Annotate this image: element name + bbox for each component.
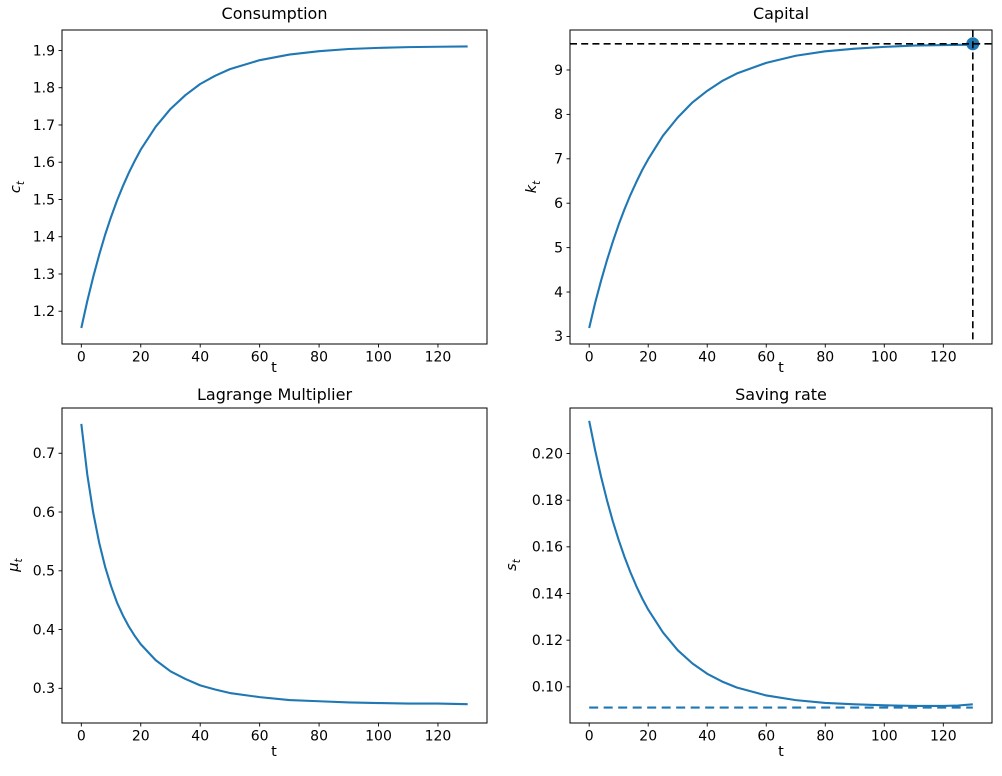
y-tick-label: 0.12: [532, 633, 563, 649]
y-tick-label: 1.5: [33, 192, 55, 208]
x-tick-label: 60: [251, 729, 269, 745]
subplot-consumption: Consumption ct 0 20 40 60 80 100 120 1.2 1.3 1.4 1…: [0, 0, 501, 388]
x-axis-label-consumption: t: [271, 360, 277, 376]
axes-spines: [569, 407, 993, 724]
x-axis-label-lagrange-multiplier: t: [271, 744, 277, 760]
x-tick-label: 80: [310, 350, 328, 366]
y-tick-label: 9: [554, 63, 563, 79]
axes-spines: [61, 29, 488, 345]
x-tick-label: 20: [639, 350, 657, 366]
plot-title-consumption: Consumption: [221, 4, 328, 23]
y-tick-label: 0.5: [33, 564, 55, 580]
x-tick-label: 120: [930, 350, 957, 366]
axes-spines: [569, 29, 993, 345]
x-tick-label: 0: [77, 350, 86, 366]
x-tick-label: 20: [132, 729, 150, 745]
y-tick-label: 0.6: [33, 505, 55, 521]
x-tick-label: 60: [251, 350, 269, 366]
plot-title-saving-rate: Saving rate: [735, 385, 827, 404]
y-tick-label: 0.20: [532, 446, 563, 462]
x-tick-label: 20: [639, 729, 657, 745]
x-tick-label: 20: [132, 350, 150, 366]
y-tick-label: 8: [554, 107, 563, 123]
plot-title-lagrange-multiplier: Lagrange Multiplier: [196, 385, 353, 404]
x-tick-label: 60: [757, 729, 775, 745]
y-tick-label: 0.10: [532, 680, 563, 696]
saving-rate-path: [588, 420, 973, 708]
consumption-path: [80, 45, 468, 329]
x-tick-label: 40: [698, 350, 716, 366]
y-tick-label: 0.4: [33, 622, 55, 638]
y-tick-label: 0.14: [532, 586, 563, 602]
x-tick-label: 60: [757, 350, 775, 366]
x-tick-label: 100: [365, 350, 392, 366]
x-tick-label: 80: [816, 350, 834, 366]
subplot-capital: Capital kt 0 20 40 60 80 100 120 3 4 5 6 7 8 9 t: [501, 0, 1002, 388]
y-tick-label: 1.3: [33, 267, 55, 283]
y-tick-label: 0.16: [532, 540, 563, 556]
x-tick-label: 120: [930, 729, 957, 745]
plot-area-lagrange-multiplier: 0 20 40 60 80 100 120 0.3 0.4 0.5 0.6 0.7: [33, 407, 488, 745]
plot-area-consumption: 0 20 40 60 80 100 120 1.2 1.3 1.4 1.5 1.6 1.7 1.8 1.9: [33, 29, 488, 366]
x-tick-label: 0: [585, 350, 594, 366]
subplot-saving-rate: Saving rate st 0 20 40 60 80 100 120 0.10 0.12 0.…: [501, 385, 1002, 776]
x-tick-label: 0: [77, 729, 86, 745]
x-axis-label-saving-rate: t: [778, 744, 784, 760]
y-tick-label: 1.8: [33, 81, 55, 97]
x-tick-label: 80: [816, 729, 834, 745]
y-tick-label: 1.6: [33, 155, 55, 171]
x-tick-label: 100: [365, 729, 392, 745]
y-tick-label: 0.3: [33, 681, 55, 697]
plot-title-capital: Capital: [752, 4, 810, 23]
lagrange-multiplier-path: [80, 423, 468, 706]
x-tick-label: 120: [425, 729, 452, 745]
y-tick-label: 3: [554, 329, 563, 345]
subplot-lagrange-multiplier: Lagrange Multiplier μt 0 20 40 60 80 100 120 0.…: [0, 385, 501, 776]
x-tick-label: 100: [871, 350, 898, 366]
x-axis-label-capital: t: [778, 360, 784, 376]
capital-path: [588, 43, 973, 329]
plot-area-saving-rate: 0 20 40 60 80 100 120 0.10 0.12 0.14 0.16 0.18 0.20: [532, 407, 993, 745]
y-tick-label: 1.2: [33, 304, 55, 320]
y-tick-label: 4: [554, 285, 563, 301]
x-tick-label: 40: [191, 350, 209, 366]
x-tick-label: 40: [698, 729, 716, 745]
y-tick-label: 7: [554, 152, 563, 168]
y-tick-label: 1.9: [33, 43, 55, 59]
axes-spines: [61, 407, 488, 724]
x-tick-label: 0: [585, 729, 594, 745]
x-tick-label: 80: [310, 729, 328, 745]
y-tick-label: 5: [554, 240, 563, 256]
y-tick-label: 6: [554, 196, 563, 212]
y-tick-label: 1.7: [33, 118, 55, 134]
x-tick-label: 120: [425, 350, 452, 366]
plot-area-capital: 0 20 40 60 80 100 120 3 4 5 6 7 8 9: [554, 29, 993, 366]
y-tick-label: 1.4: [33, 230, 55, 246]
y-tick-label: 0.7: [33, 446, 55, 462]
y-tick-label: 0.18: [532, 493, 563, 509]
x-tick-label: 40: [191, 729, 209, 745]
x-tick-label: 100: [871, 729, 898, 745]
